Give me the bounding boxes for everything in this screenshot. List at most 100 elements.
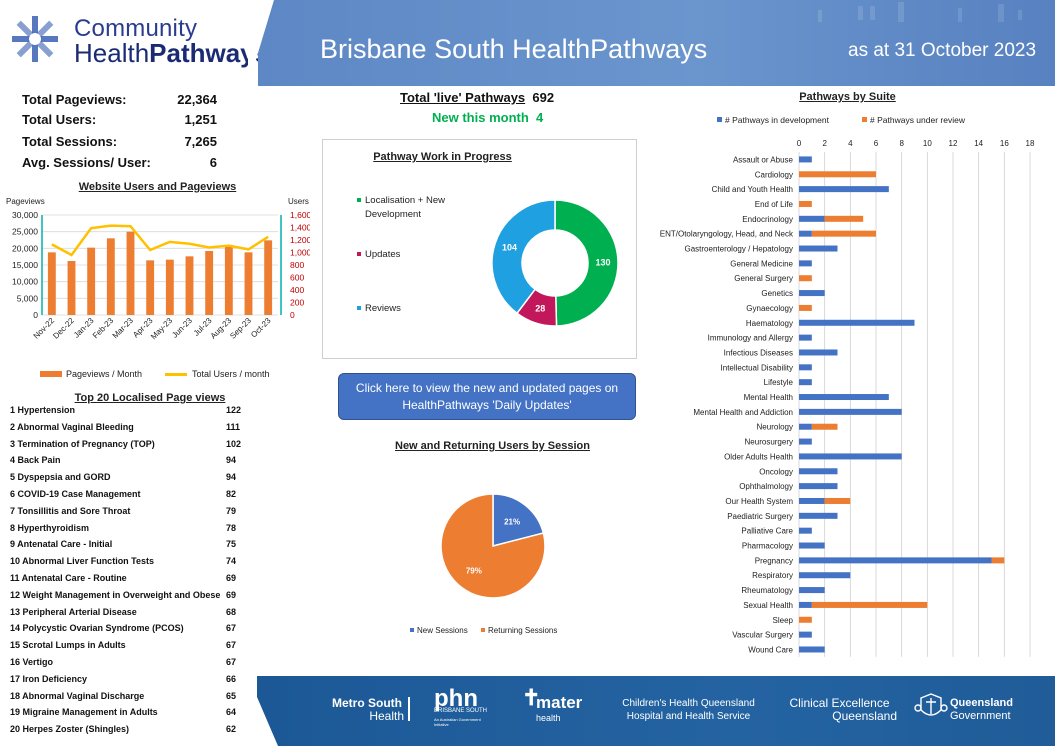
qld-gov-line2: Government: [950, 710, 1011, 722]
suite-bar: [799, 230, 812, 237]
header-banner: [258, 0, 1055, 86]
suite-tick-label: 14: [974, 139, 983, 148]
top20-page-views: 69: [226, 589, 237, 600]
suite-bar: [799, 512, 838, 519]
top20-page-name: 2 Abnormal Vaginal Bleeding: [10, 421, 134, 432]
right-tick-label: 400: [290, 285, 304, 295]
suite-category-label: Paediatric Surgery: [727, 512, 793, 521]
suite-bar: [799, 156, 812, 163]
pageviews-bar: [106, 238, 115, 315]
suite-bar: [799, 616, 812, 623]
top20-row: 14 Polycystic Ovarian Syndrome (PCOS) 67: [10, 623, 242, 637]
legend-users-swatch: [165, 373, 187, 376]
qld-gov-line1: Queensland: [950, 697, 1013, 709]
suite-category-label: Child and Youth Health: [712, 185, 793, 194]
top20-page-views: 94: [226, 472, 237, 483]
suite-bar: [799, 215, 825, 222]
top20-page-name: 19 Migraine Management in Adults: [10, 707, 158, 718]
work-legend-label: Development: [365, 209, 421, 220]
top20-page-views: 94: [226, 455, 237, 466]
work-legend-swatch: [357, 198, 361, 202]
top20-row: 1 Hypertension 122: [10, 405, 242, 419]
suite-tick-label: 0: [797, 139, 802, 148]
top20-row: 6 COVID-19 Case Management 82: [10, 489, 242, 503]
stat-avg-sessions-value: 6: [209, 155, 217, 170]
suite-category-label: Sexual Health: [743, 601, 793, 610]
phn-text: phn: [434, 685, 478, 712]
month-label: Dec-22: [51, 316, 76, 341]
suite-bar: [799, 587, 825, 594]
suite-bar: [799, 349, 838, 356]
stat-avg-sessions-label: Avg. Sessions/ User:: [22, 155, 151, 170]
work-legend-label: Localisation + New: [365, 195, 445, 206]
footer-angle: [248, 676, 278, 746]
right-tick-label: 800: [290, 260, 304, 270]
suite-bar: [799, 245, 838, 252]
suite-category-label: Our Health System: [725, 497, 793, 506]
work-in-progress-chart: 130 28 104 Localisation + New Development Upd…: [357, 195, 619, 327]
daily-updates-button[interactable]: Click here to view the new and updated p…: [338, 373, 636, 420]
top20-page-name: 1 Hypertension: [10, 405, 76, 415]
suite-bar: [811, 230, 876, 237]
web-chart-title: Website Users and Pageviews: [78, 181, 237, 193]
suite-bar: [799, 275, 812, 282]
top20-title: Top 20 Localised Page views: [74, 392, 226, 404]
top20-page-name: 11 Antenatal Care - Routine: [10, 573, 127, 583]
suite-category-label: Lifestyle: [764, 378, 794, 387]
logo-text-healthpathways: HealthPathways: [74, 38, 269, 69]
top20-row: 2 Abnormal Vaginal Bleeding 111: [10, 422, 242, 436]
top20-page-views: 122: [226, 405, 242, 415]
suite-bar: [799, 497, 825, 504]
suite-category-label: Ophthalmology: [739, 482, 793, 491]
ceq-line1: Clinical Excellence: [789, 696, 890, 710]
pageviews-bar: [224, 245, 233, 315]
suite-category-label: Oncology: [759, 467, 793, 476]
live-pathways-label: Total 'live' Pathways: [400, 90, 526, 105]
suite-bar: [799, 601, 812, 608]
page-title: Brisbane South HealthPathways: [320, 34, 708, 64]
session-chart-title: New and Returning Users by Session: [395, 440, 590, 452]
top20-page-name: 7 Tonsillitis and Sore Throat: [10, 505, 131, 516]
top20-page-name: 13 Peripheral Arterial Disease: [10, 606, 137, 617]
stat-sessions-value: 7,265: [184, 134, 217, 149]
suite-bar: [799, 438, 812, 445]
legend-dev-swatch: [717, 117, 722, 122]
top20-page-views: 62: [226, 724, 237, 735]
chq-line1: Children's Health Queensland: [622, 698, 755, 709]
session-pie-chart: 21% 79% New Sessions Returning Sessions: [410, 493, 557, 635]
pageviews-bar: [146, 260, 155, 315]
legend-pageviews-label: Pageviews / Month: [66, 369, 142, 379]
queensland-crest-icon: [914, 693, 948, 716]
phn-sub: BRISBANE SOUTH: [434, 708, 488, 714]
suite-bar: [799, 364, 812, 371]
stat-users-label: Total Users:: [22, 112, 97, 127]
suite-bar: [799, 186, 889, 193]
suite-category-label: Wound Care: [748, 645, 793, 654]
suite-tick-label: 12: [949, 139, 958, 148]
metro-divider: [408, 697, 410, 721]
suite-category-label: Palliative Care: [741, 527, 793, 536]
suite-category-label: Haematology: [746, 319, 793, 328]
session-slice: [492, 493, 545, 547]
top20-page-name: 20 Herpes Zoster (Shingles): [10, 724, 130, 735]
suite-bar: [824, 215, 864, 222]
suite-category-label: Mental Health and Addiction: [693, 408, 793, 417]
month-label: Sep-23: [228, 316, 253, 341]
top20-page-views: 75: [226, 539, 237, 550]
top20-page-views: 79: [226, 505, 237, 516]
phn-logo: phn BRISBANE SOUTH An Australian Governm…: [434, 685, 496, 728]
top20-page-views: 65: [226, 690, 237, 701]
suite-category-label: Genetics: [761, 289, 793, 298]
suite-category-label: Gastroenterology / Hepatology: [684, 245, 793, 254]
top20-page-views: 66: [226, 673, 237, 684]
stat-pageviews-label: Total Pageviews:: [22, 92, 127, 107]
pageviews-bar: [264, 240, 273, 315]
new-this-month-label: New this month: [432, 110, 529, 125]
mater-cross-icon: ✝: [522, 685, 541, 710]
month-label: Jun-23: [170, 316, 194, 340]
live-pathways-value: 692: [532, 90, 555, 105]
chq-logo: Children's Health Queensland Hospital an…: [616, 697, 761, 723]
suite-category-label: Pharmacology: [742, 542, 793, 551]
suite-bar: [799, 260, 812, 267]
